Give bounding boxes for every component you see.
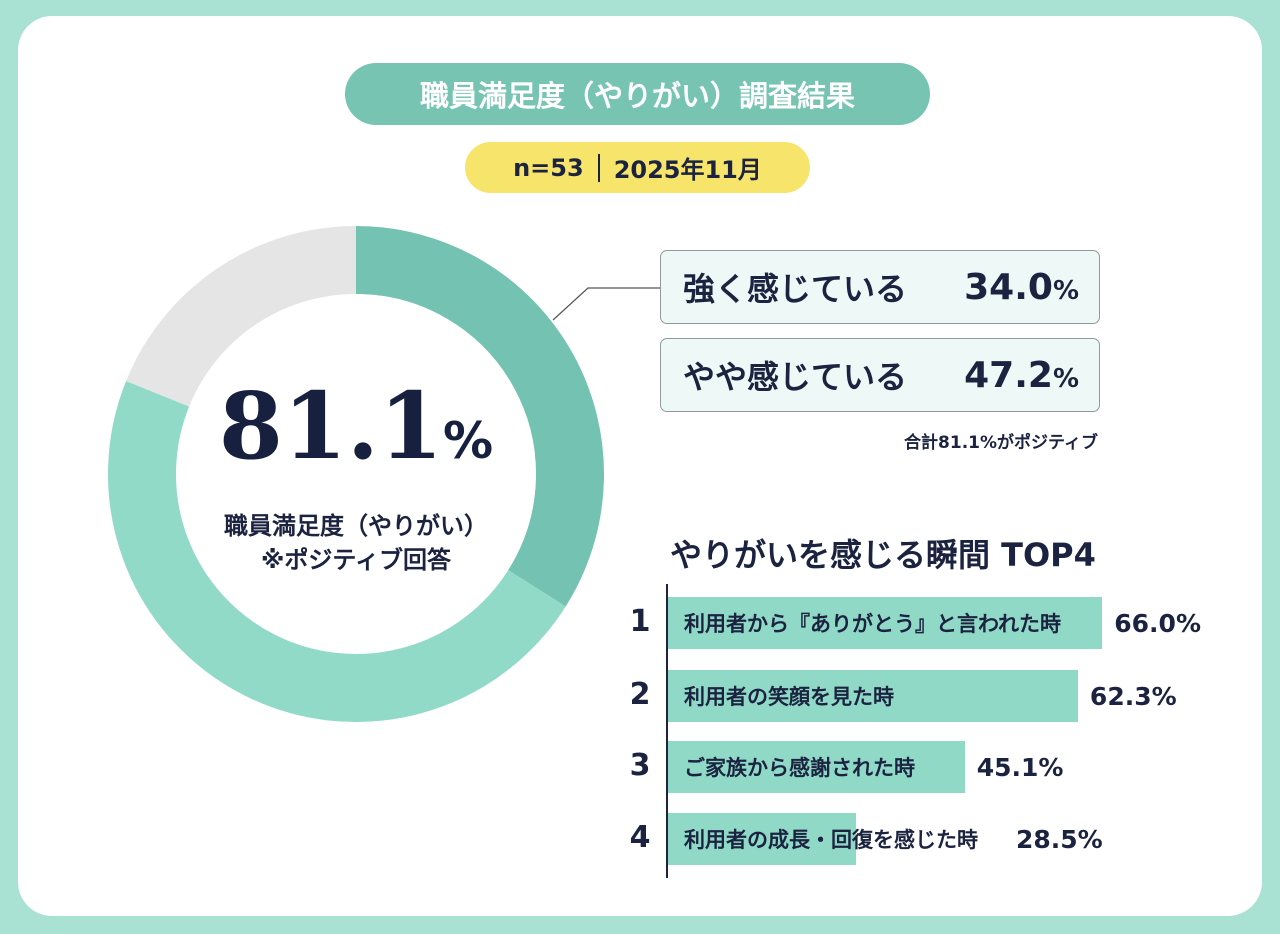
divider	[597, 153, 600, 182]
center-value: 81.1%	[180, 380, 532, 472]
bar-axis	[666, 584, 668, 878]
survey-meta: n=53 2025年11月	[465, 142, 810, 193]
bar	[668, 670, 1078, 722]
center-note: ※ポジティブ回答	[261, 546, 451, 574]
center-unit: %	[442, 412, 494, 470]
bar-label: 利用者の笑顔を見た時	[684, 685, 894, 709]
page-title: 職員満足度（やりがい）調査結果	[345, 63, 930, 125]
bar-label: 利用者の成長・回復を感じた時	[684, 828, 978, 852]
sample-size: n=53	[513, 153, 584, 182]
center-number: 81.1	[218, 372, 443, 480]
rank-number: 1	[629, 604, 651, 639]
center-label: 職員満足度（やりがい）	[224, 512, 488, 540]
bar-value: 66.0%	[1114, 608, 1201, 638]
rank-number: 4	[629, 820, 651, 855]
rank-number: 2	[629, 677, 651, 712]
callout-line	[552, 287, 660, 321]
donut-slice-2	[126, 226, 357, 408]
bar	[668, 597, 1103, 649]
bar-value: 45.1%	[976, 752, 1064, 782]
rank-number: 3	[629, 748, 651, 783]
bar	[668, 741, 965, 793]
breakdown-somewhat: やや感じている 47.2%	[660, 338, 1100, 412]
breakdown-value: 47.2%	[964, 354, 1079, 396]
breakdown-note: 合計81.1%がポジティブ	[904, 433, 1098, 453]
bar-value: 62.3%	[1089, 681, 1177, 711]
donut-slice-0	[355, 226, 604, 607]
breakdown-value: 34.0%	[964, 266, 1079, 308]
breakdown-label: 強く感じている	[683, 270, 908, 308]
breakdown-label: やや感じている	[683, 358, 908, 396]
breakdown-strong: 強く感じている 34.0%	[660, 250, 1100, 324]
donut-slice-1	[108, 381, 566, 722]
survey-date: 2025年11月	[613, 156, 762, 184]
bar-value: 28.5%	[1016, 824, 1103, 854]
bar-label: ご家族から感謝された時	[684, 756, 915, 780]
bar-label: 利用者から『ありがとう』と言われた時	[684, 612, 1061, 636]
top4-title: やりがいを感じる瞬間 TOP4	[670, 536, 1096, 574]
bar	[668, 813, 856, 865]
